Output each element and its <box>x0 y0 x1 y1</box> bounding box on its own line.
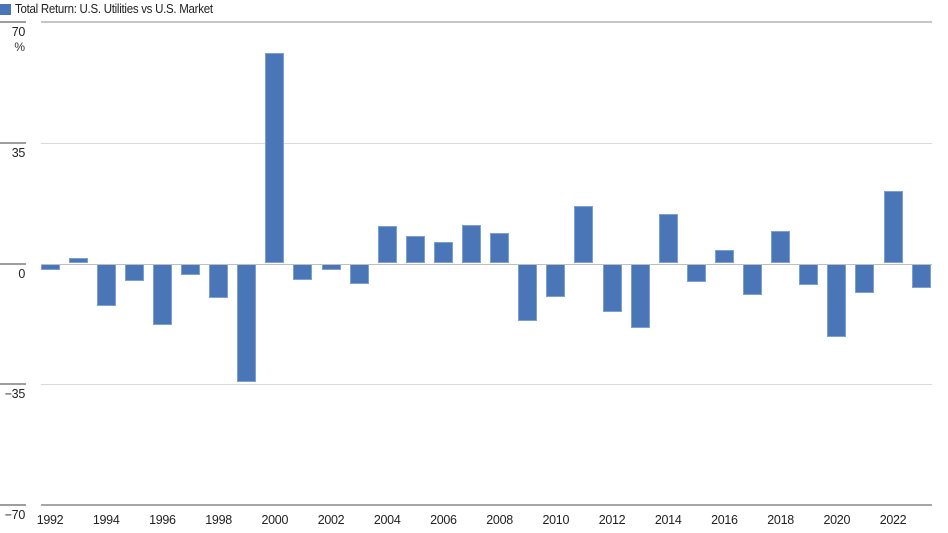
x-tick-label: 2020 <box>823 513 851 527</box>
x-tick-label: 2002 <box>317 513 345 527</box>
x-tick-label: 2018 <box>767 513 794 527</box>
gridline <box>41 384 932 386</box>
bar-2006 <box>433 242 453 264</box>
x-tick-label: 2010 <box>542 513 570 527</box>
bar-2022 <box>883 191 903 264</box>
bar-1999 <box>237 263 257 383</box>
x-tick-label: 2022 <box>879 513 907 527</box>
bar-2008 <box>490 233 510 264</box>
x-tick-label: 1996 <box>149 513 176 527</box>
bar-1992 <box>40 263 60 270</box>
x-tick-label: 1994 <box>92 513 120 527</box>
y-tick-mark <box>0 383 26 386</box>
bar-2021 <box>855 263 875 294</box>
y-tick-label: 0 <box>18 266 25 281</box>
x-tick-label: 2014 <box>654 513 682 527</box>
y-tick-mark <box>0 141 26 144</box>
gridline <box>41 142 932 144</box>
bar-2014 <box>658 214 678 264</box>
x-tick-label: 2006 <box>430 513 457 527</box>
bar-1997 <box>181 263 200 275</box>
y-axis-unit: % <box>14 40 25 54</box>
legend-label: Total Return: U.S. Utilities vs U.S. Mar… <box>15 2 213 16</box>
bar-2010 <box>546 263 566 297</box>
bar-2012 <box>602 263 622 313</box>
bar-2009 <box>518 263 538 322</box>
y-tick-mark <box>0 262 26 265</box>
bar-2004 <box>377 226 397 264</box>
bar-2019 <box>799 263 819 285</box>
bar-2001 <box>293 263 313 281</box>
bar-2018 <box>771 230 791 264</box>
chart-legend: Total Return: U.S. Utilities vs U.S. Mar… <box>0 1 230 17</box>
bar-2020 <box>827 263 847 338</box>
bar-2000 <box>265 53 285 264</box>
bar-2015 <box>686 263 706 282</box>
x-tick-label: 2004 <box>373 513 401 527</box>
zero-baseline <box>41 263 932 265</box>
bar-2011 <box>574 205 594 264</box>
gridline <box>41 21 932 23</box>
y-tick-label: −35 <box>4 387 26 402</box>
y-tick-label: 35 <box>11 145 26 160</box>
x-tick-label: 1998 <box>205 513 232 527</box>
bar-2013 <box>630 263 650 328</box>
x-tick-label: 2016 <box>711 513 738 527</box>
y-tick-mark <box>0 504 26 506</box>
bar-1993 <box>68 257 88 264</box>
x-tick-label: 2000 <box>261 513 289 527</box>
legend-swatch <box>0 3 11 15</box>
x-tick-label: 2012 <box>598 513 626 527</box>
bar-2007 <box>462 224 481 264</box>
bar-2023 <box>911 263 931 288</box>
bar-2003 <box>349 263 369 285</box>
bar-2017 <box>743 263 762 295</box>
y-tick-label: −70 <box>4 508 26 522</box>
bar-1998 <box>209 263 229 298</box>
y-tick-label: 70 <box>11 25 26 39</box>
x-tick-label: 1992 <box>36 513 64 527</box>
bar-1996 <box>152 263 172 326</box>
bar-2002 <box>321 263 341 270</box>
x-tick-label: 2008 <box>486 513 513 527</box>
bar-1995 <box>124 263 144 281</box>
y-tick-mark <box>0 21 26 23</box>
bar-2016 <box>714 249 734 264</box>
bar-2005 <box>405 235 425 264</box>
bar-1994 <box>96 263 116 306</box>
gridline <box>41 504 932 506</box>
